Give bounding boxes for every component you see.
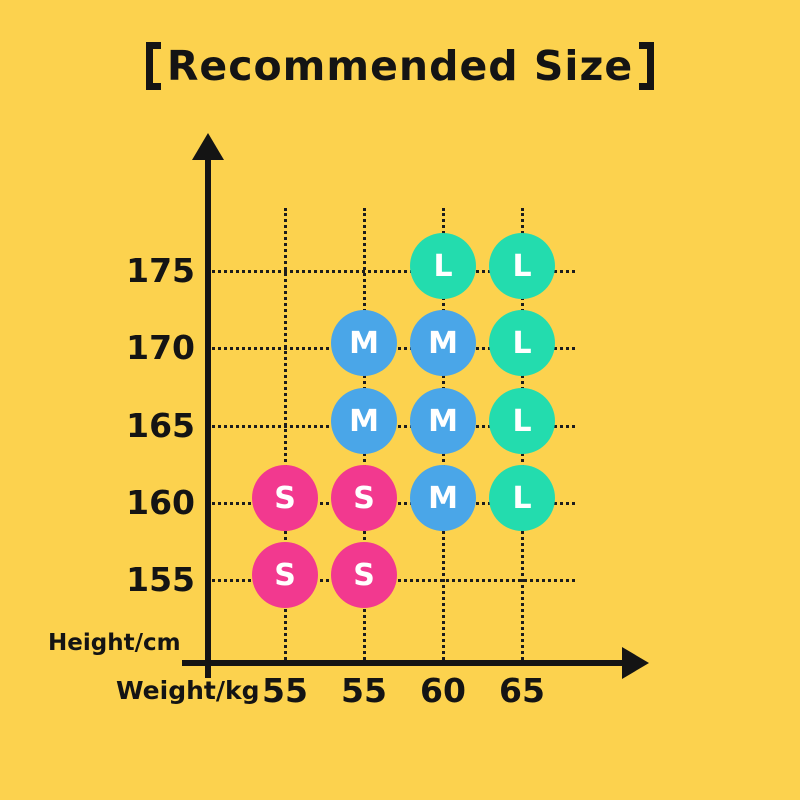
y-tick-label: 160 [126, 483, 195, 522]
x-tick-label: 60 [420, 671, 466, 710]
size-bubble: S [252, 465, 318, 531]
y-axis-label: Height/cm [48, 630, 181, 656]
size-bubble: S [331, 465, 397, 531]
y-tick-label: 155 [126, 560, 195, 599]
x-axis [182, 660, 624, 666]
size-bubble: L [489, 310, 555, 376]
page-title-row: Recommended Size [0, 38, 800, 94]
size-bubble: S [331, 542, 397, 608]
size-bubble: M [410, 310, 476, 376]
x-axis-label: Weight/kg [116, 676, 260, 705]
size-bubble: L [489, 388, 555, 454]
y-axis [205, 152, 211, 678]
y-tick-label: 175 [126, 251, 195, 290]
y-tick-label: 165 [126, 406, 195, 445]
size-bubble: M [410, 465, 476, 531]
size-bubble: L [489, 465, 555, 531]
title-bracket-right-icon [639, 42, 655, 90]
size-bubble: L [489, 233, 555, 299]
title-bracket-left-icon [145, 42, 161, 90]
size-bubble: L [410, 233, 476, 299]
size-bubble: M [331, 310, 397, 376]
x-tick-label: 55 [262, 671, 308, 710]
y-tick-label: 170 [126, 328, 195, 367]
x-axis-arrow-icon [622, 647, 649, 679]
vertical-gridline [284, 208, 287, 660]
y-axis-arrow-icon [192, 133, 224, 160]
size-bubble: M [410, 388, 476, 454]
x-tick-label: 65 [499, 671, 545, 710]
horizontal-gridline [212, 270, 575, 273]
size-bubble: M [331, 388, 397, 454]
x-tick-label: 55 [341, 671, 387, 710]
page-title: Recommended Size [166, 42, 634, 90]
size-bubble: S [252, 542, 318, 608]
